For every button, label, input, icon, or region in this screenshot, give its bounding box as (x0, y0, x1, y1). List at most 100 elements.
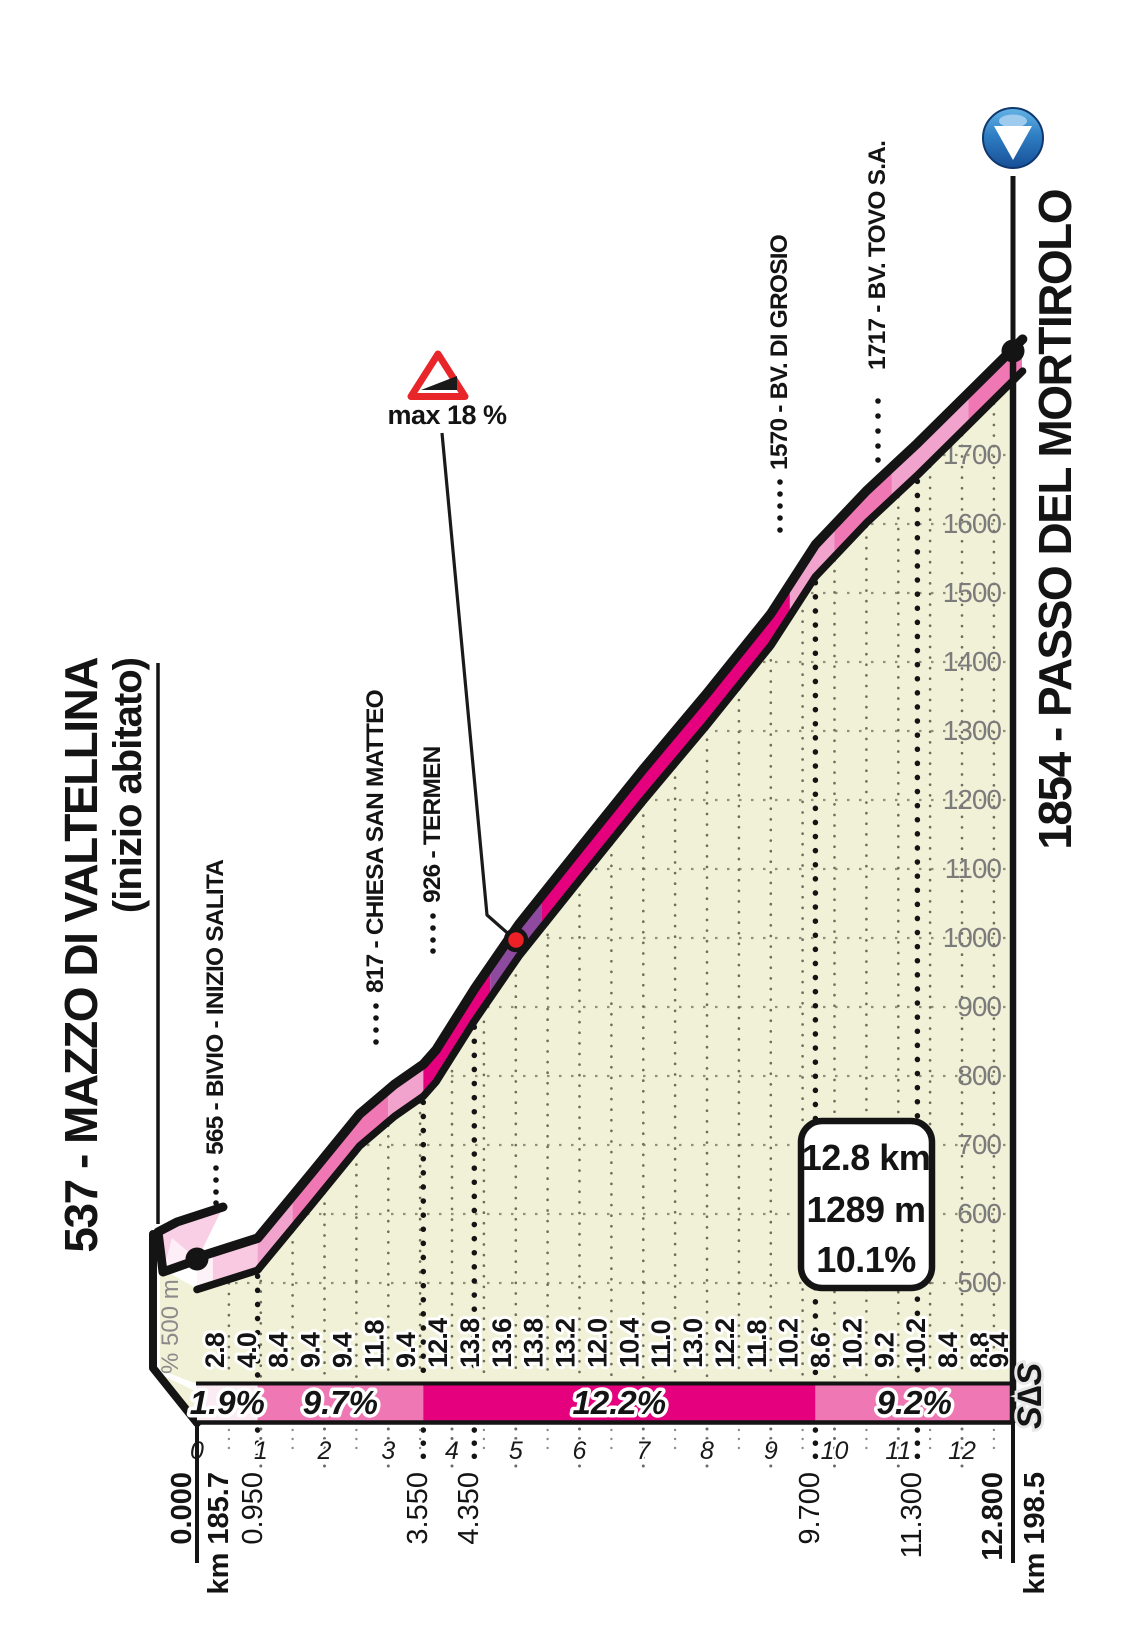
leader-dot (373, 1003, 379, 1009)
km-tick-dot (960, 1446, 964, 1450)
down-triangle-icon (994, 126, 1032, 160)
leader-dot (777, 503, 783, 509)
waypoint-label: 817 - CHIESA SAN MATTEO (362, 689, 389, 993)
half-km-tick-dot (928, 1437, 932, 1441)
half-km-tick-dot (992, 1437, 996, 1441)
gradient-500m-value: 13.6 (487, 1318, 517, 1368)
distance-marker-label: 3.550 (402, 1472, 434, 1545)
gradient-500m-value: 13.2 (551, 1319, 581, 1368)
gradient-bar-label: 1.9% (190, 1384, 265, 1421)
gradient-bar-label: 9.7% (303, 1384, 378, 1421)
km-tick-number: 5 (509, 1437, 523, 1465)
km-tick-dot (514, 1456, 518, 1459)
gradient-500m-value: 4.0 (232, 1333, 262, 1368)
gradient-bar-label: 9.2% (877, 1384, 952, 1421)
km-tick-dot (960, 1464, 964, 1468)
km-tick-number: 3 (381, 1437, 395, 1465)
half-km-tick-dot (546, 1437, 549, 1441)
gradient-500m-value: 8.4 (933, 1332, 963, 1368)
km-tick-dot (514, 1446, 518, 1450)
km-tick-dot (705, 1437, 709, 1440)
km-tick-dot (896, 1446, 900, 1450)
km-tick-dot (450, 1437, 454, 1440)
half-km-tick-dot (865, 1437, 868, 1441)
half-km-tick-dot (928, 1428, 932, 1432)
km-scale: 0123456789101112 (188, 1427, 996, 1468)
km-tick-dot (896, 1427, 900, 1431)
km-tick-dot (833, 1456, 836, 1459)
km-tick-number: 11 (885, 1437, 911, 1465)
km-tick-dot (450, 1427, 454, 1431)
km-tick-dot (833, 1446, 836, 1450)
summit-dot (1001, 339, 1025, 363)
waypoint-label: 1717 - BV. TOVO S.A. (864, 141, 891, 370)
leader-dot (430, 925, 436, 931)
km-tick-number: 7 (636, 1437, 651, 1465)
leader-dot (777, 491, 783, 497)
distance-marker-label: 11.300 (896, 1472, 928, 1559)
leader-dot (777, 527, 783, 533)
km-tick-dot (833, 1437, 836, 1440)
km-tick-number: 2 (317, 1437, 332, 1465)
km-tick-dot (641, 1446, 645, 1450)
half-km-tick-dot (801, 1446, 804, 1450)
km-tick-dot (578, 1446, 581, 1450)
gradient-bar-segment (257, 1384, 424, 1422)
gradient-500m-value: 9.4 (296, 1332, 326, 1368)
half-km-tick-dot (737, 1428, 741, 1432)
km-tick-number: 1 (254, 1437, 268, 1465)
km-tick-dot (578, 1456, 581, 1459)
half-km-tick-dot (673, 1437, 677, 1441)
summit-title: 1854 - PASSO DEL MORTIROLO (1029, 190, 1081, 850)
distance-marker-label: km 198.5 (1019, 1472, 1051, 1595)
gradient-500m-value: 10.4 (614, 1318, 644, 1368)
climb-start-structures: % 500 m (149, 663, 228, 1427)
gradient-bar: 1.9% 9.7% 12.2% 9.2% (186, 1381, 1015, 1425)
waypoint-label: 565 - BIVIO - INIZIO SALITA (202, 859, 229, 1155)
start-subtitle: (inizio abitato) (106, 658, 150, 913)
leader-dot (875, 457, 881, 463)
elevation-tick-label: 800 (957, 1060, 1001, 1091)
elevation-tick-label: 1500 (943, 577, 1002, 608)
half-km-tick-dot (610, 1437, 613, 1441)
summit-direction-icon (982, 107, 1044, 169)
leader-dot (430, 948, 436, 954)
km-tick-dot (386, 1437, 390, 1440)
summary-avg-gradient: 10.1% (816, 1239, 916, 1280)
km-tick-dot (769, 1456, 773, 1459)
half-km-tick-dot (865, 1428, 868, 1432)
max-gradient-marker (503, 927, 529, 953)
km-tick-dot (896, 1464, 900, 1468)
km-tick-dot (386, 1446, 390, 1450)
km-tick-dot (641, 1437, 645, 1440)
km-tick-dot (514, 1427, 518, 1431)
half-km-tick-dot (291, 1446, 294, 1450)
leader-dot (777, 479, 783, 485)
km-tick-dot (769, 1464, 773, 1468)
leader-dot (373, 1015, 379, 1021)
elevation-tick-label: 1100 (945, 853, 1002, 884)
leader-dot (777, 515, 783, 521)
km-tick-dot (323, 1456, 326, 1459)
gradient-500m-value: 11.8 (359, 1319, 389, 1368)
half-km-tick-dot (865, 1446, 868, 1450)
km-tick-dot (960, 1456, 964, 1459)
half-km-tick-dot (673, 1428, 677, 1432)
gradient-500m-value: 8.6 (806, 1332, 836, 1368)
half-km-tick-dot (546, 1446, 549, 1450)
elevation-tick-label: 1300 (943, 715, 1002, 746)
half-km-tick-dot (737, 1446, 741, 1450)
leader-dot (875, 428, 881, 434)
half-km-tick-dot (737, 1437, 741, 1441)
distance-marker-label: km 185.7 (203, 1472, 235, 1595)
start-road-wedge-light (163, 1238, 197, 1271)
gradient-500m-value: 13.8 (455, 1318, 485, 1368)
km-tick-dot (259, 1464, 263, 1468)
distance-marker-label: 0.950 (237, 1472, 269, 1545)
km-tick-dot (896, 1456, 900, 1459)
distance-marker-label: 9.700 (794, 1472, 826, 1545)
climb-summary-box: 12.8 km 1289 m 10.1% (797, 1117, 936, 1292)
half-km-tick-dot (482, 1437, 486, 1441)
gradient-bar-label: 12.2% (573, 1384, 667, 1421)
